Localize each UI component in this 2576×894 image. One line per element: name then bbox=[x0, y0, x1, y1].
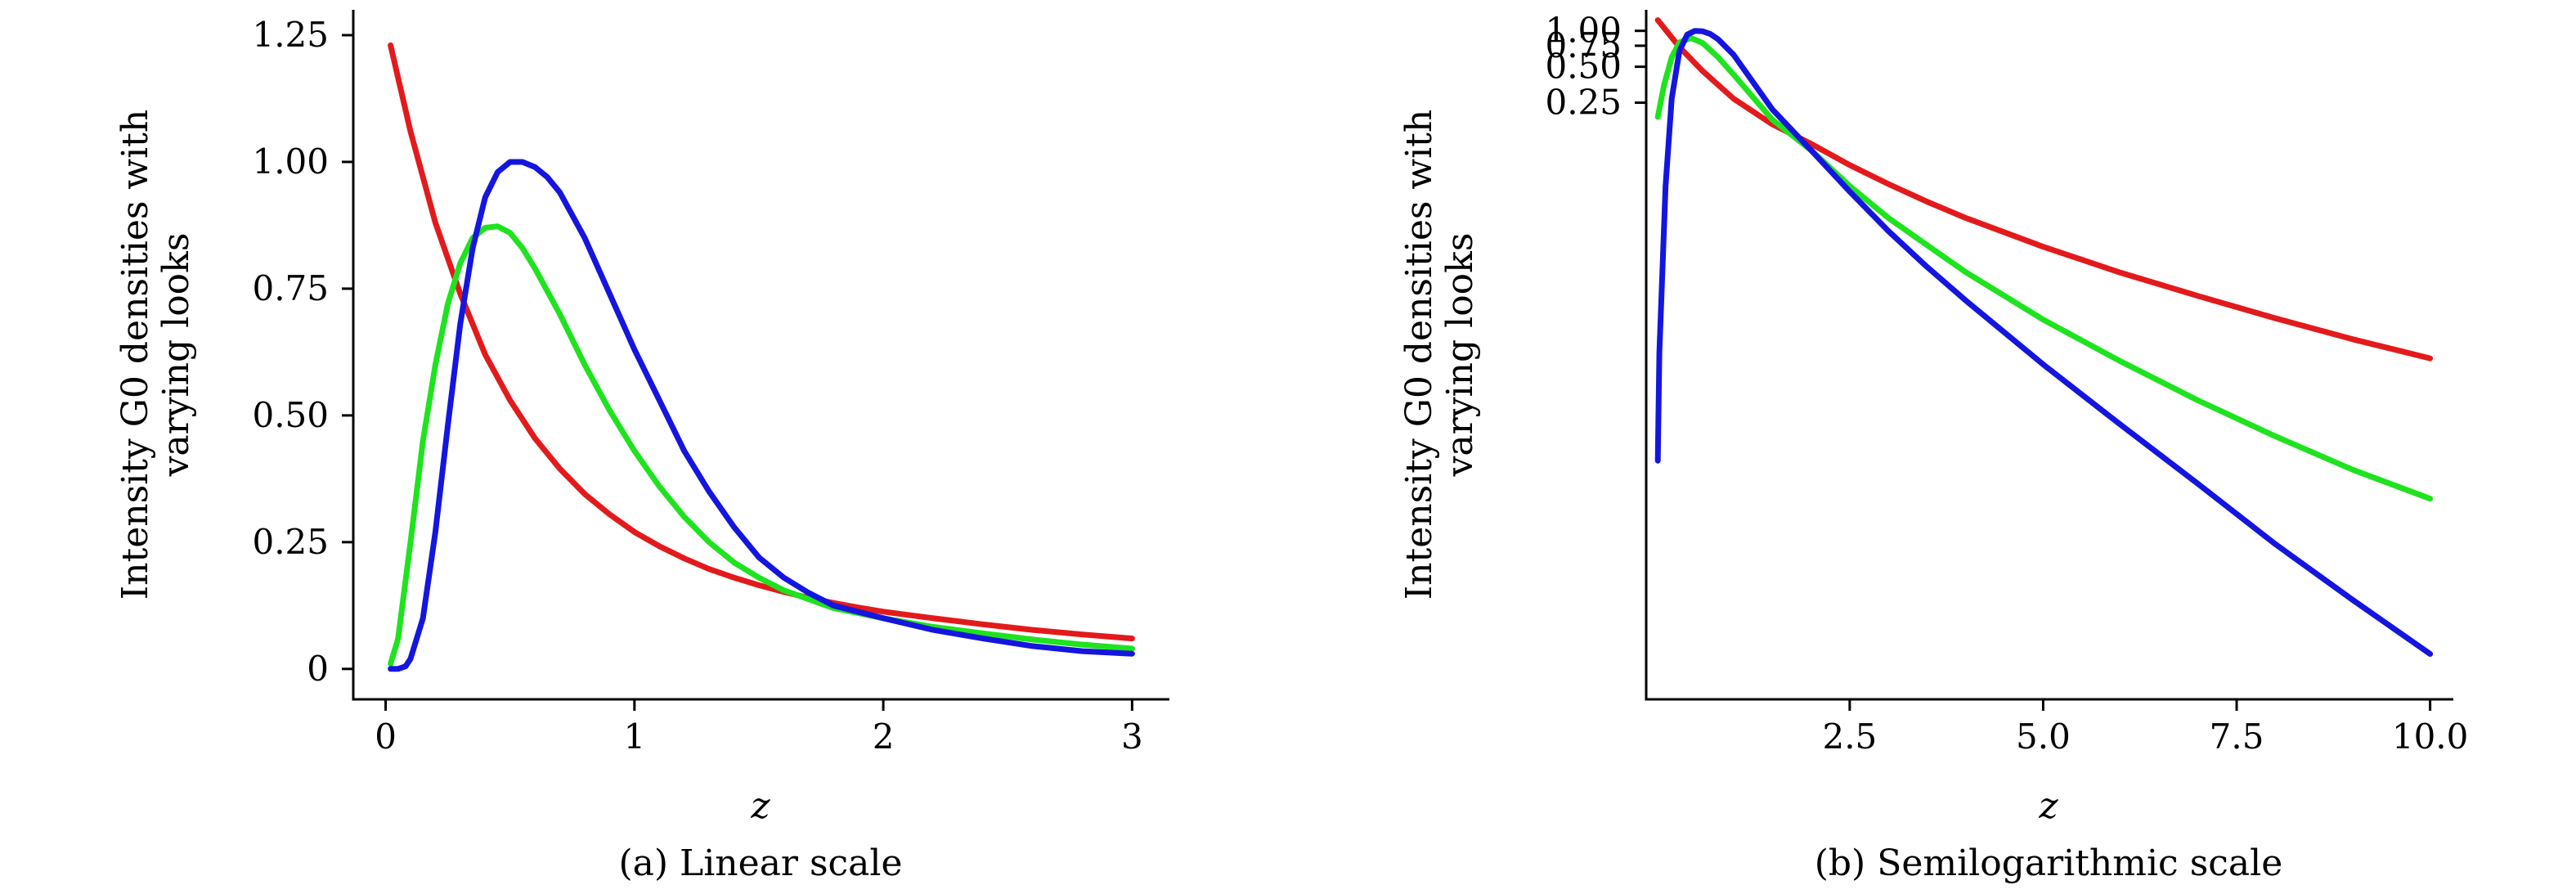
x-ticks-semilog: 2.5 5.0 7.5 10.0 bbox=[1822, 699, 2468, 757]
curve-green-linear bbox=[388, 223, 1135, 667]
curves-semilog bbox=[1654, 17, 2434, 657]
y-tick-label: 1.25 bbox=[252, 15, 329, 55]
caption-linear: (a) Linear scale bbox=[618, 842, 902, 884]
x-axis-label-linear: z bbox=[750, 785, 770, 827]
x-tick-label: 2.5 bbox=[1822, 717, 1877, 757]
axes-frame-linear bbox=[352, 10, 1169, 701]
x-tick-label: 5.0 bbox=[2016, 717, 2071, 757]
curve-red-semilog bbox=[1654, 17, 2434, 362]
y-tick-label: 0.50 bbox=[1545, 47, 1622, 87]
caption-semilog: (b) Semilogarithmic scale bbox=[1815, 842, 2283, 884]
y-tick-label: 1.00 bbox=[1545, 11, 1622, 51]
curves-linear bbox=[388, 42, 1135, 672]
y-ticks-semilog: 1.000.750.500.25 bbox=[1545, 11, 1646, 123]
x-tick-label: 7.5 bbox=[2210, 717, 2264, 757]
y-axis-label-semilog: Intensity G0 densities withvarying looks bbox=[1398, 110, 1481, 600]
panel-linear-scale: 0 1 2 3 0 0.25 0.50 0.75 1.00 1.25 z Intensity G… bbox=[114, 10, 1169, 884]
x-axis-label-semilog: z bbox=[2038, 785, 2058, 827]
y-ticks-linear: 0 0.25 0.50 0.75 1.00 1.25 bbox=[252, 15, 353, 689]
y-tick-label: 0.75 bbox=[252, 268, 329, 308]
curve-blue-linear bbox=[388, 159, 1135, 672]
x-ticks-linear: 0 1 2 3 bbox=[375, 699, 1143, 757]
x-tick-label: 0 bbox=[375, 717, 397, 757]
x-tick-label: 1 bbox=[623, 717, 645, 757]
panel-semilog-scale: 2.5 5.0 7.5 10.0 1.000.750.500.25 z Intensi… bbox=[1398, 10, 2468, 884]
y-tick-label: 0.50 bbox=[252, 395, 329, 435]
y-tick-label: 0.75 bbox=[1545, 25, 1622, 65]
curve-red-linear bbox=[388, 42, 1135, 642]
y-tick-label: 1.00 bbox=[252, 142, 329, 182]
y-tick-label: 0 bbox=[307, 649, 329, 689]
x-tick-label: 10.0 bbox=[2392, 717, 2469, 757]
axes-frame-semilog bbox=[1645, 10, 2453, 701]
y-axis-label-linear: Intensity G0 densities withvarying looks bbox=[114, 110, 197, 600]
x-tick-label: 3 bbox=[1121, 717, 1143, 757]
y-tick-label: 0.25 bbox=[1545, 83, 1622, 123]
curve-blue-semilog bbox=[1654, 28, 2434, 657]
y-tick-label: 0.25 bbox=[252, 522, 329, 562]
x-tick-label: 2 bbox=[873, 717, 895, 757]
